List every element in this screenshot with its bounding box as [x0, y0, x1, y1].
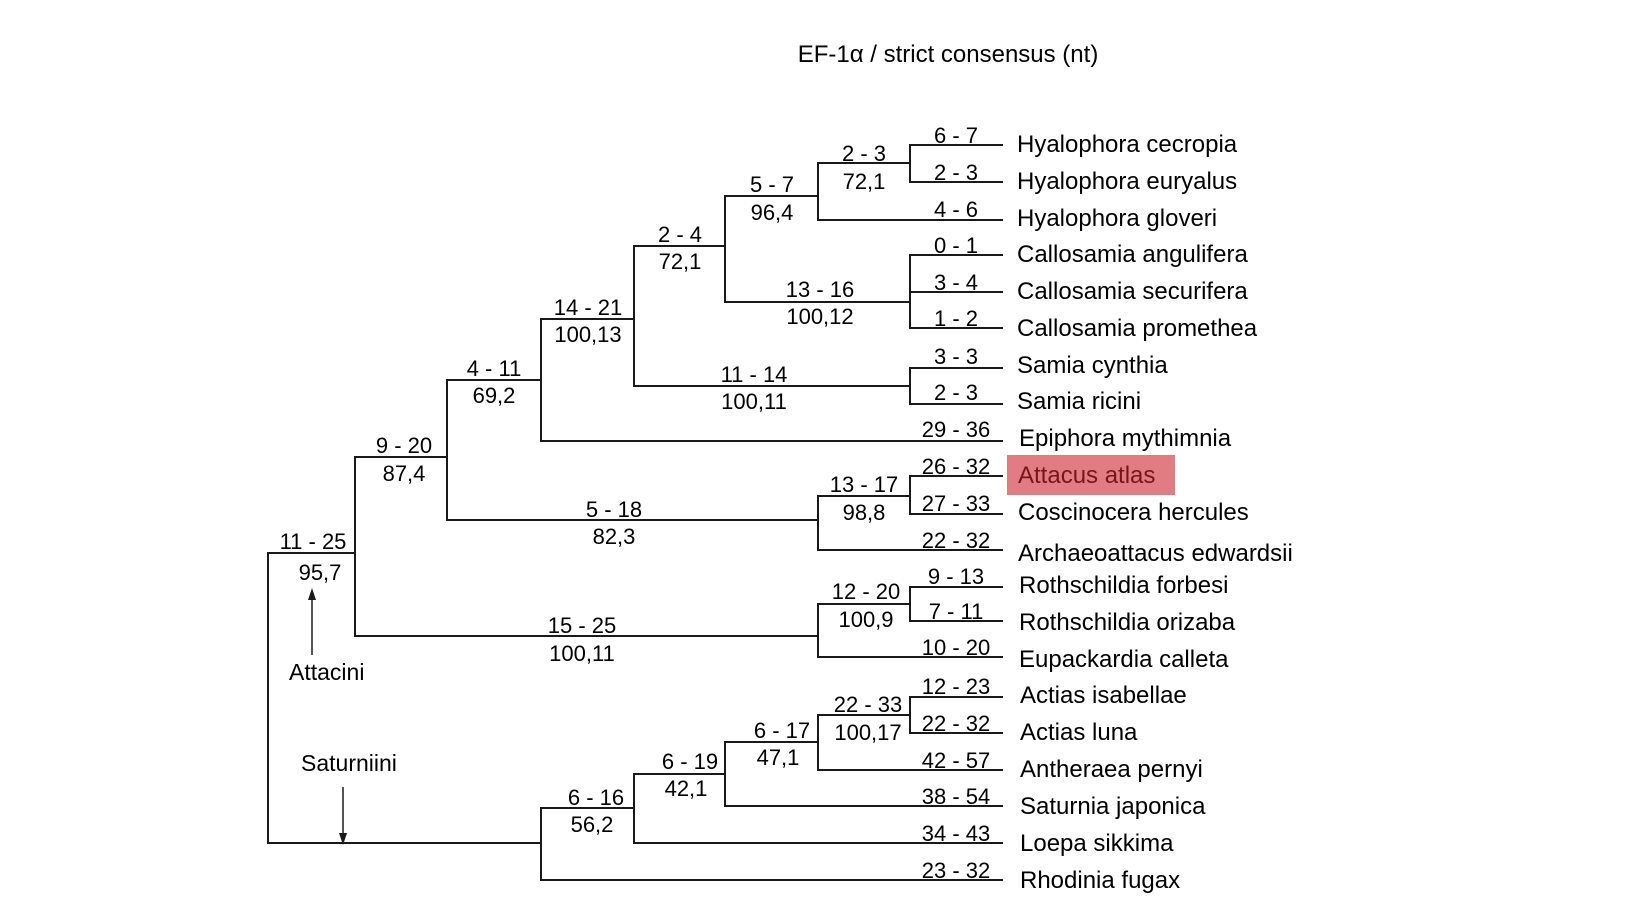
terminal-branch-label: 10 - 20 [922, 635, 991, 660]
taxon-label: Actias luna [1020, 719, 1138, 746]
terminal-branch-label: 1 - 2 [934, 306, 978, 331]
taxon-label: Samia cynthia [1017, 352, 1168, 379]
terminal-branch-label: 22 - 32 [922, 711, 991, 736]
taxon-label: Callosamia angulifera [1017, 241, 1248, 268]
internal-branch-label-bottom: 100,11 [721, 389, 787, 414]
internal-branch-label-top: 13 - 16 [786, 277, 855, 302]
terminal-branch-label: 3 - 3 [934, 344, 978, 369]
terminal-branch-label: 4 - 6 [934, 197, 978, 222]
taxon-label: Samia ricini [1017, 388, 1141, 415]
terminal-branch-label: 2 - 3 [934, 380, 978, 405]
internal-branch-label-top: 11 - 14 [721, 362, 788, 387]
internal-branch-label-bottom: 100,17 [834, 720, 901, 745]
tribe-label-attacini: Attacini [289, 659, 364, 685]
internal-branch-label-bottom: 56,2 [571, 812, 614, 837]
highlight-box [1007, 455, 1175, 495]
taxon-label: Callosamia promethea [1017, 315, 1258, 342]
terminal-branch-label: 12 - 23 [922, 674, 991, 699]
terminal-branch-label: 7 - 11 [929, 599, 984, 624]
internal-branch-label-top: 5 - 7 [750, 172, 794, 197]
taxon-label: Rothschildia forbesi [1019, 572, 1228, 599]
internal-branch-label-top: 9 - 20 [376, 433, 432, 458]
saturniini-arrowhead [339, 833, 347, 845]
terminal-branch-label: 26 - 32 [922, 454, 991, 479]
internal-branch-label-bottom: 100,9 [838, 607, 893, 632]
taxon-label: Actias isabellae [1020, 682, 1187, 709]
internal-branch-label-top: 6 - 19 [662, 749, 718, 774]
internal-branch-label-top: 5 - 18 [586, 497, 642, 522]
taxon-label: Hyalophora cecropia [1017, 131, 1238, 158]
internal-branch-label-bottom: 98,8 [843, 500, 886, 525]
internal-branch-label-bottom: 100,12 [786, 304, 853, 329]
internal-branch-label-top: 12 - 20 [832, 579, 901, 604]
terminal-branch-label: 23 - 32 [922, 858, 991, 883]
taxon-label: Hyalophora euryalus [1017, 168, 1237, 195]
tribe-label-saturniini: Saturniini [301, 750, 397, 776]
terminal-branch-label: 38 - 54 [922, 784, 991, 809]
taxon-label: Hyalophora gloveri [1017, 205, 1217, 232]
terminal-branch-label: 9 - 13 [928, 564, 984, 589]
taxon-label: Antheraea pernyi [1020, 756, 1203, 783]
tree-branches [267, 144, 1003, 881]
internal-branch-label-bottom: 72,1 [659, 249, 702, 274]
internal-branch-label-bottom: 96,4 [751, 200, 794, 225]
taxon-label: Coscinocera hercules [1018, 499, 1249, 526]
taxon-label: Eupackardia calleta [1019, 646, 1229, 673]
internal-branch-label-bottom: 100,13 [554, 322, 621, 347]
branch-node-4-11 [446, 379, 819, 521]
terminal-branch-label: 0 - 1 [934, 233, 978, 258]
tribe-annotations: Attacini Saturniini [289, 588, 397, 845]
internal-branch-label-top: 22 - 33 [834, 692, 903, 717]
taxon-label: Saturnia japonica [1020, 793, 1206, 820]
terminal-branch-label: 34 - 43 [922, 821, 991, 846]
taxon-labels: Hyalophora cecropia Hyalophora euryalus … [1017, 131, 1293, 894]
internal-branch-label-top: 11 - 25 [280, 529, 347, 554]
terminal-branch-labels: 6 - 7 2 - 3 4 - 6 0 - 1 3 - 4 1 - 2 3 - … [922, 123, 991, 883]
internal-branch-label-bottom: 47,1 [757, 745, 800, 770]
taxon-label: Callosamia securifera [1017, 278, 1248, 305]
attacini-arrowhead [308, 588, 316, 600]
terminal-branch-label: 6 - 7 [934, 123, 978, 148]
taxon-label: Archaeoattacus edwardsii [1018, 540, 1293, 567]
internal-branch-label-bottom: 72,1 [843, 169, 886, 194]
branch-attacus-group [817, 495, 1003, 551]
internal-branch-label-top: 6 - 16 [568, 785, 624, 810]
internal-branch-label-bottom: 69,2 [473, 383, 516, 408]
internal-branch-labels: 2 - 3 72,1 5 - 7 96,4 13 - 16 100,12 2 -… [280, 141, 903, 837]
terminal-branch-label: 42 - 57 [922, 748, 991, 773]
taxon-label: Epiphora mythimnia [1019, 425, 1232, 452]
internal-branch-label-top: 2 - 3 [842, 141, 886, 166]
internal-branch-label-bottom: 87,4 [383, 461, 426, 486]
branch-root [267, 552, 542, 844]
terminal-branch-label: 22 - 32 [922, 528, 991, 553]
internal-branch-label-bottom: 42,1 [665, 776, 708, 801]
terminal-branch-label: 2 - 3 [934, 160, 978, 185]
internal-branch-label-top: 6 - 17 [754, 718, 810, 743]
taxon-label: Rhodinia fugax [1020, 867, 1180, 894]
branch-rothschildia-group [817, 603, 1003, 658]
branch-hyalophora [817, 162, 1003, 221]
internal-branch-label-top: 13 - 17 [830, 472, 899, 497]
terminal-branch-label: 27 - 33 [922, 491, 991, 516]
tree-title: EF-1α / strict consensus (nt) [798, 41, 1099, 68]
branch-hyalo-callo [724, 195, 911, 303]
internal-branch-label-top: 15 - 25 [548, 613, 617, 638]
terminal-branch-label: 29 - 36 [922, 417, 991, 442]
taxon-label: Rothschildia orizaba [1019, 609, 1236, 636]
taxon-label: Loepa sikkima [1020, 830, 1174, 857]
internal-branch-label-bottom: 95,7 [299, 560, 342, 585]
internal-branch-label-bottom: 100,11 [549, 641, 615, 666]
terminal-branch-label: 3 - 4 [934, 270, 978, 295]
taxon-label-highlighted: Attacus atlas [1018, 462, 1155, 489]
internal-branch-label-bottom: 82,3 [593, 524, 636, 549]
internal-branch-label-top: 4 - 11 [467, 356, 522, 381]
branch-callosamia [909, 254, 1003, 329]
internal-branch-label-top: 2 - 4 [658, 222, 702, 247]
internal-branch-label-top: 14 - 21 [554, 295, 623, 320]
branch-attacini-root [354, 456, 819, 637]
branch-with-samia [633, 245, 911, 387]
